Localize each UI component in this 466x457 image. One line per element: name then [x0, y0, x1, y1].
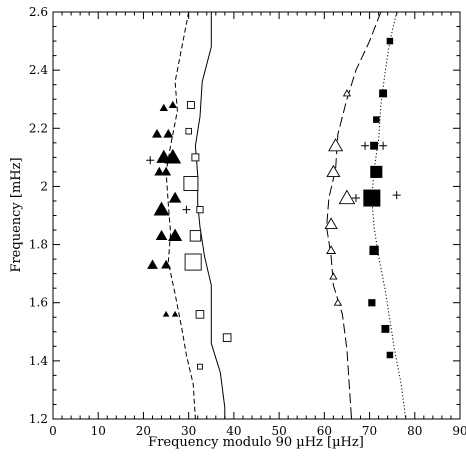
filled-square-marker	[363, 189, 381, 207]
filled-square-marker	[370, 141, 379, 150]
x-tick-label: 80	[407, 424, 422, 438]
data-markers	[146, 37, 401, 370]
open-square-marker	[196, 206, 204, 214]
x-tick-label: 60	[317, 424, 332, 438]
open-square-marker	[185, 127, 192, 135]
x-tick-label: 40	[226, 424, 241, 438]
y-tick-label: 1.4	[29, 354, 48, 368]
open-triangle-marker	[329, 272, 338, 280]
open-triangle-marker	[324, 217, 338, 230]
filled-square-marker	[386, 37, 394, 45]
filled-triangle-marker	[164, 148, 182, 164]
x-tick-label: 70	[362, 424, 377, 438]
plus-marker	[182, 205, 191, 214]
filled-triangle-marker	[161, 259, 172, 269]
open-square-marker	[189, 230, 202, 242]
x-tick-label: 0	[49, 424, 57, 438]
model-curve-dotted	[371, 11, 407, 420]
open-square-marker	[183, 176, 199, 191]
open-triangle-marker	[326, 164, 341, 178]
filled-square-marker	[370, 165, 383, 178]
x-tick-label: 10	[91, 424, 106, 438]
x-axis-label: Frequency modulo 90 µHz [µHz]	[148, 435, 364, 450]
x-tick-label: 90	[452, 424, 466, 438]
filled-square-marker	[368, 299, 376, 307]
filled-triangle-marker	[153, 201, 170, 216]
filled-square-marker	[373, 116, 380, 123]
filled-triangle-marker	[154, 166, 165, 176]
open-square-marker	[184, 253, 202, 271]
plus-marker	[379, 141, 388, 150]
open-triangle-marker	[338, 189, 356, 205]
filled-triangle-marker	[168, 191, 182, 203]
y-tick-label: 2.6	[29, 5, 48, 19]
filled-triangle-marker	[147, 259, 158, 269]
filled-square-marker	[369, 245, 379, 256]
y-tick-label: 1.8	[29, 238, 48, 252]
filled-square-marker	[379, 89, 388, 98]
open-triangle-marker	[342, 89, 352, 97]
y-tick-label: 2.2	[29, 121, 48, 135]
plus-marker	[146, 156, 155, 165]
x-tick-label: 20	[136, 424, 151, 438]
x-tick-label: 50	[271, 424, 286, 438]
model-curve-long-dash	[326, 11, 382, 420]
model-curves	[165, 11, 407, 420]
plus-marker	[351, 194, 360, 203]
plus-marker	[392, 191, 401, 200]
y-tick-label: 1.6	[29, 296, 48, 310]
y-tick-label: 2.4	[29, 63, 48, 77]
x-tick-label: 30	[181, 424, 196, 438]
plus-marker	[361, 141, 370, 150]
y-tick-label: 2	[40, 179, 48, 193]
open-triangle-marker	[333, 298, 343, 306]
filled-triangle-marker	[161, 166, 172, 176]
filled-triangle-marker	[163, 128, 174, 138]
open-triangle-marker	[326, 245, 337, 254]
filled-square-marker	[381, 324, 390, 333]
tick-labels: 0 10 20 30 40 50 60 70 80 90 1.2 1.4 1.6 1.8 2 2.2 2.4 2.…	[29, 5, 466, 438]
model-curve-solid	[194, 12, 226, 419]
filled-triangle-marker	[171, 310, 179, 317]
filled-triangle-marker	[168, 100, 177, 108]
open-square-marker	[186, 101, 195, 109]
open-square-marker	[197, 363, 203, 370]
filled-square-marker	[386, 351, 394, 359]
y-tick-label: 1.2	[29, 412, 48, 426]
open-triangle-marker	[328, 138, 344, 152]
filled-triangle-marker	[159, 103, 168, 111]
axis-ticks	[52, 11, 461, 420]
y-axis-label: Frequency [mHz]	[9, 157, 24, 272]
plot-frame	[52, 11, 461, 420]
open-square-marker	[191, 153, 200, 162]
filled-triangle-marker	[168, 228, 183, 242]
open-square-marker	[222, 333, 232, 342]
model-curve-dashed	[165, 11, 196, 420]
filled-triangle-marker	[152, 128, 162, 138]
filled-triangle-marker	[162, 310, 170, 317]
open-square-marker	[195, 310, 205, 319]
filled-triangle-marker	[155, 229, 168, 241]
